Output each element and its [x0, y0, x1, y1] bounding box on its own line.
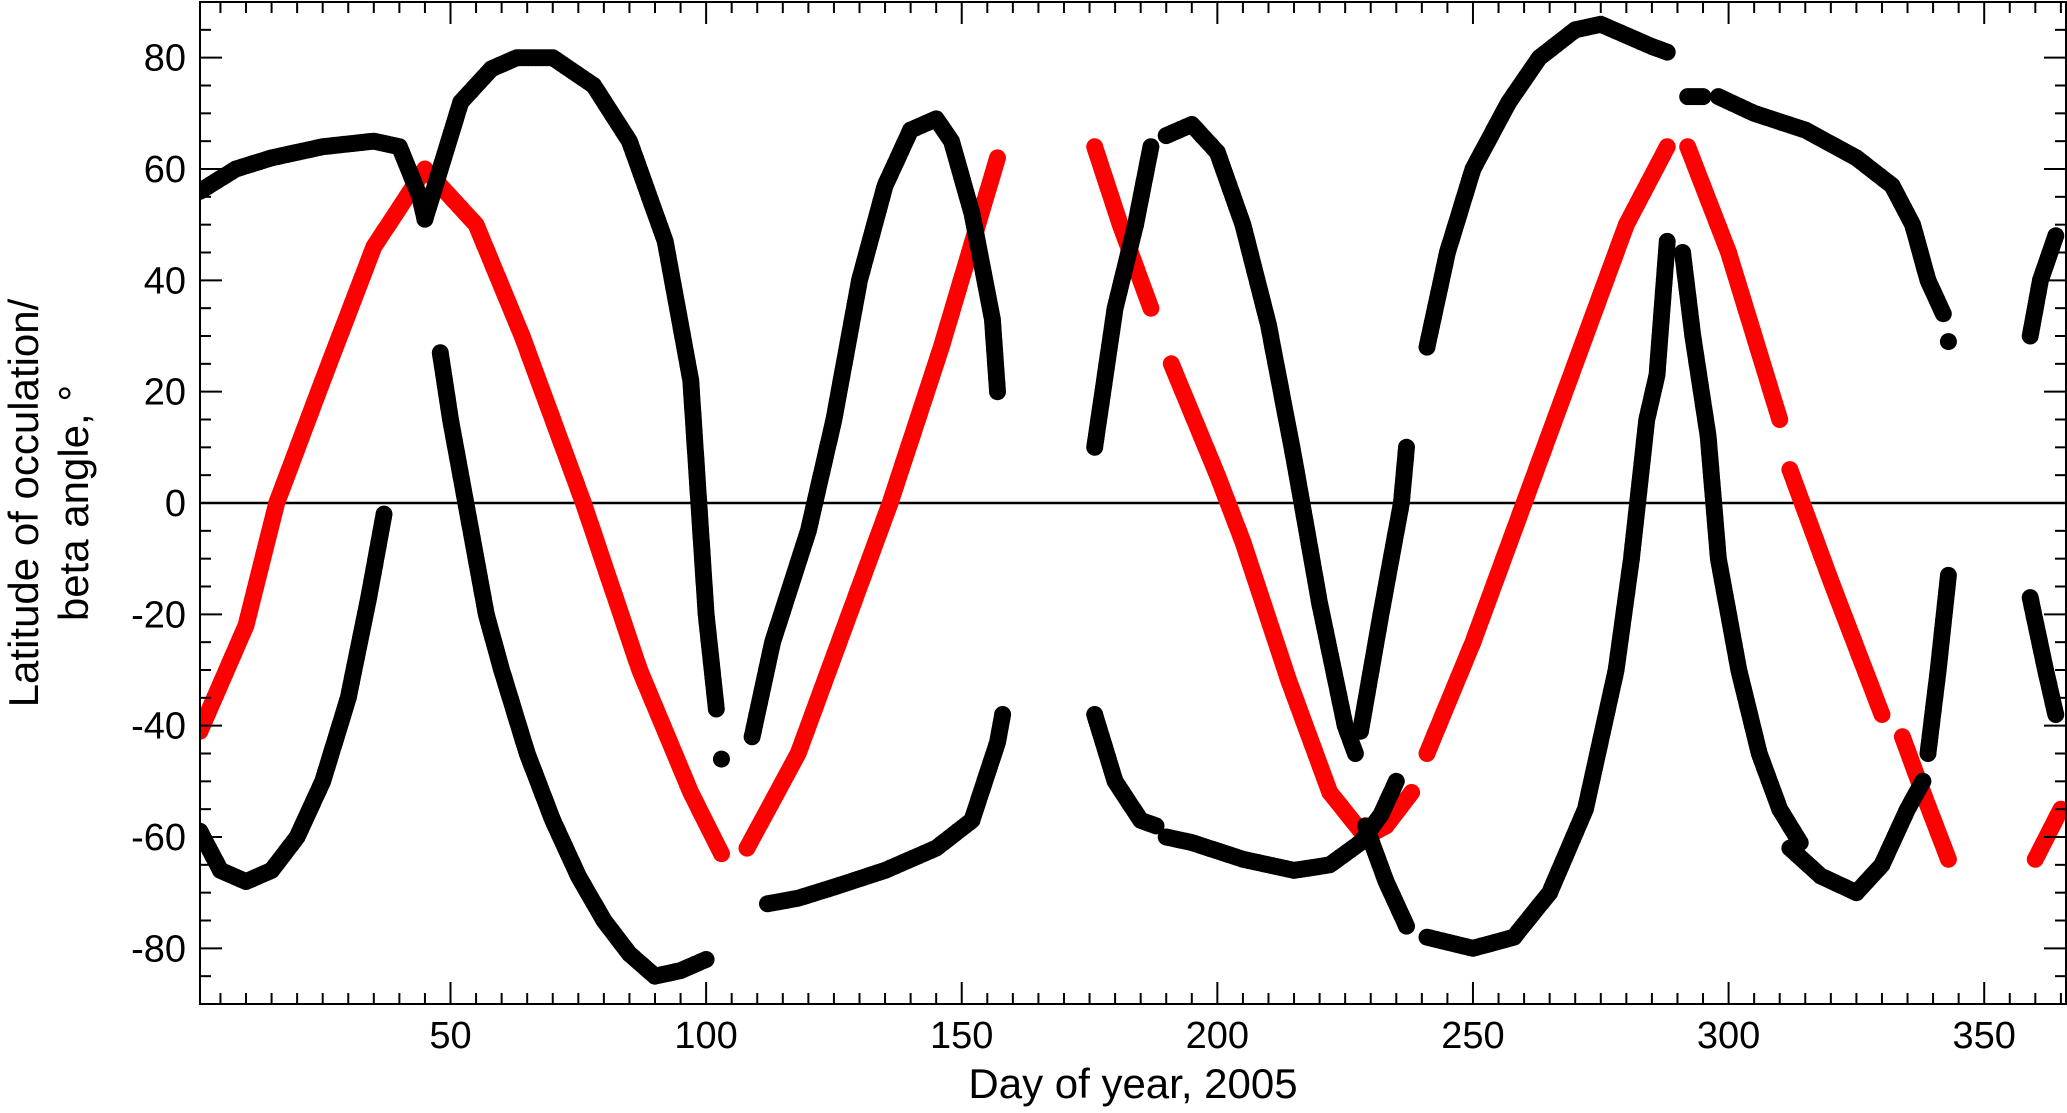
- series-0-segment: [200, 160, 730, 863]
- x-tick-label: 50: [429, 1015, 471, 1057]
- data-point: [1914, 772, 1932, 790]
- data-point: [712, 750, 730, 768]
- data-point: [1694, 88, 1712, 106]
- y-tick-label: -60: [131, 817, 186, 859]
- series-1-segment: [1157, 116, 1364, 762]
- x-tick-label: 350: [1952, 1015, 2015, 1057]
- data-point: [1658, 43, 1676, 61]
- series-0-segment: [1086, 138, 1160, 317]
- series-1-segment: [1357, 817, 1415, 935]
- series-1-segment: [200, 132, 434, 228]
- y-axis-label-line1: Latitude of occulation/: [0, 298, 47, 707]
- data-point: [1939, 566, 1957, 584]
- data-point: [1142, 299, 1160, 317]
- data-point: [2047, 227, 2065, 245]
- series-1-segment: [1086, 138, 1160, 456]
- x-tick-label: 100: [674, 1015, 737, 1057]
- data-point: [989, 149, 1006, 167]
- y-tick-label: 40: [144, 260, 186, 302]
- series-1-segment: [1679, 88, 1712, 106]
- y-axis-label-line2: beta angle, °: [50, 385, 97, 621]
- data-point: [1403, 784, 1421, 801]
- data-point: [713, 845, 730, 863]
- data-point: [1147, 817, 1165, 835]
- axis-ticks: [200, 1, 2066, 1005]
- data-point: [1398, 438, 1415, 456]
- x-tick-label: 250: [1441, 1015, 1504, 1057]
- series-1-segment: [743, 110, 1006, 746]
- y-tick-labels: -80 -60 -40 -20 0 20 40 60 80: [131, 38, 186, 971]
- data-point: [1398, 917, 1415, 935]
- series-1-segment: [431, 344, 715, 985]
- data-point: [989, 383, 1006, 401]
- x-tick-label: 150: [930, 1015, 993, 1057]
- y-tick-label: 60: [144, 149, 186, 191]
- x-tick-labels: 50 100 150 200 250 300 350: [429, 1015, 2016, 1057]
- data-point: [1771, 411, 1789, 428]
- data-point: [1142, 138, 1160, 156]
- series-1-segment: [1939, 333, 1957, 351]
- series-1-segment: [1919, 566, 1957, 762]
- y-axis-label: Latitude of occulation/ beta angle, °: [0, 298, 97, 707]
- series-0-segment: [1162, 355, 1421, 846]
- series-1-segment: [1418, 15, 1676, 356]
- data-point: [707, 700, 725, 718]
- data-point: [1387, 772, 1405, 790]
- series-0-segment: [1893, 728, 1957, 868]
- x-tick-label: 200: [1186, 1015, 1249, 1057]
- data-point: [1658, 232, 1676, 250]
- series-1-segment: [2021, 589, 2065, 723]
- y-tick-label: 20: [144, 372, 186, 414]
- series-1-segment: [712, 750, 730, 768]
- series-1-segment: [759, 706, 1012, 913]
- series-1-segment: [2021, 227, 2065, 345]
- data-point: [1934, 305, 1952, 323]
- x-tick-label: 300: [1697, 1015, 1760, 1057]
- series-1-segment: [1781, 772, 1932, 902]
- y-tick-label: -80: [131, 928, 186, 970]
- series-1-segment: [1086, 706, 1165, 835]
- y-tick-label: -20: [131, 594, 186, 636]
- data-point: [994, 706, 1012, 723]
- beta-angle-series: [200, 138, 2066, 868]
- y-tick-label: 80: [144, 38, 186, 80]
- occultation-latitude-series: [200, 15, 2065, 985]
- data-point: [2047, 706, 2065, 723]
- series-0-segment: [2026, 800, 2066, 868]
- series-1-segment: [1352, 438, 1415, 740]
- data-point: [1658, 138, 1676, 156]
- data-point: [697, 951, 715, 968]
- y-tick-label: 0: [165, 483, 186, 525]
- series-1-segment: [1709, 88, 1952, 323]
- series-1-segment: [1674, 244, 1809, 852]
- x-axis-label: Day of year, 2005: [968, 1060, 1297, 1107]
- series-0-segment: [1418, 138, 1676, 762]
- data-point: [375, 505, 393, 523]
- series-1-segment: [416, 49, 725, 718]
- data-point: [1346, 745, 1364, 762]
- series-1-segment: [1418, 232, 1676, 957]
- y-tick-label: -40: [131, 706, 186, 748]
- series-0-segment: [1781, 461, 1891, 723]
- series-1-segment: [200, 505, 393, 890]
- data-point: [1939, 333, 1957, 351]
- series-0-segment: [1679, 138, 1789, 428]
- data-point: [1939, 850, 1957, 868]
- data-point: [1873, 706, 1891, 723]
